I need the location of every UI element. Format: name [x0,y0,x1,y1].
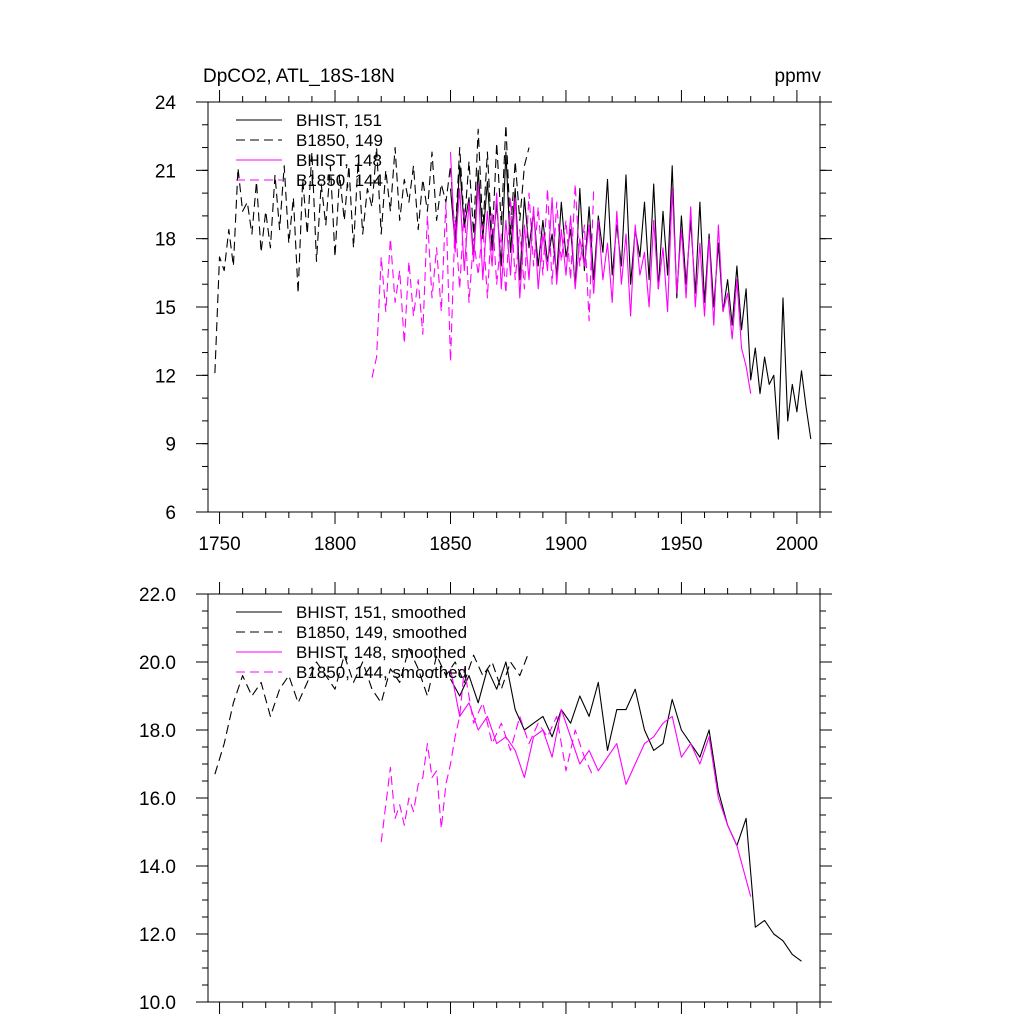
y-tick-label: 18 [155,230,176,251]
y-tick-label: 14.0 [139,857,176,878]
bottom-panel: 10.0 12.0 14.0 16.0 18.0 20.0 22.0 BHIST, 151, … [139,582,832,1014]
series-line-0 [450,661,802,962]
y-tick-label: 24 [155,93,177,114]
units-label: ppmv [775,66,822,87]
bottom-plot-area: 10.0 12.0 14.0 16.0 18.0 20.0 22.0 BHIST, 151, … [139,582,832,1014]
legend-label: B1850, 144, smoothed [296,663,467,682]
series-line-3 [380,668,595,843]
y-tick-label: 20.0 [139,653,176,674]
y-tick-label: 9 [165,435,176,456]
y-tick-label: 16.0 [139,789,176,810]
y-tick-label: 15 [155,298,176,319]
y-tick-label: 22.0 [139,585,176,606]
series-line-1 [214,647,530,775]
series-line-2 [449,152,752,394]
x-tick-label: 1950 [660,534,702,555]
series-line-0 [449,151,812,440]
legend-label: BHIST, 151 [296,111,382,130]
top-plot-area: 1750 1800 1850 1900 1950 2000 6 9 12 15 18 21 24 BHIS… [155,90,832,555]
x-tick-label: 1750 [198,534,240,555]
legend-label: BHIST, 148 [296,151,382,170]
legend-label: B1850, 144 [296,171,383,190]
series-line-3 [371,183,595,378]
y-tick-label: 12 [155,366,176,387]
y-tick-label: 18.0 [139,721,176,742]
series-line-2 [449,668,752,897]
legend-label: B1850, 149 [296,131,383,150]
x-tick-label: 1800 [314,534,356,555]
legend-label: BHIST, 148, smoothed [296,643,466,662]
y-tick-label: 6 [165,503,176,524]
y-tick-label: 12.0 [139,925,176,946]
legend-label: B1850, 149, smoothed [296,623,467,642]
x-tick-label: 1850 [429,534,471,555]
chart-title: DpCO2, ATL_18S-18N [203,66,395,87]
x-tick-label: 2000 [776,534,818,555]
top-panel: DpCO2, ATL_18S-18N ppmv 1750 1800 1850 1900… [155,66,832,555]
x-tick-label: 1900 [545,534,587,555]
y-tick-label: 21 [155,161,176,182]
legend-label: BHIST, 151, smoothed [296,603,466,622]
y-tick-label: 10.0 [139,993,176,1014]
